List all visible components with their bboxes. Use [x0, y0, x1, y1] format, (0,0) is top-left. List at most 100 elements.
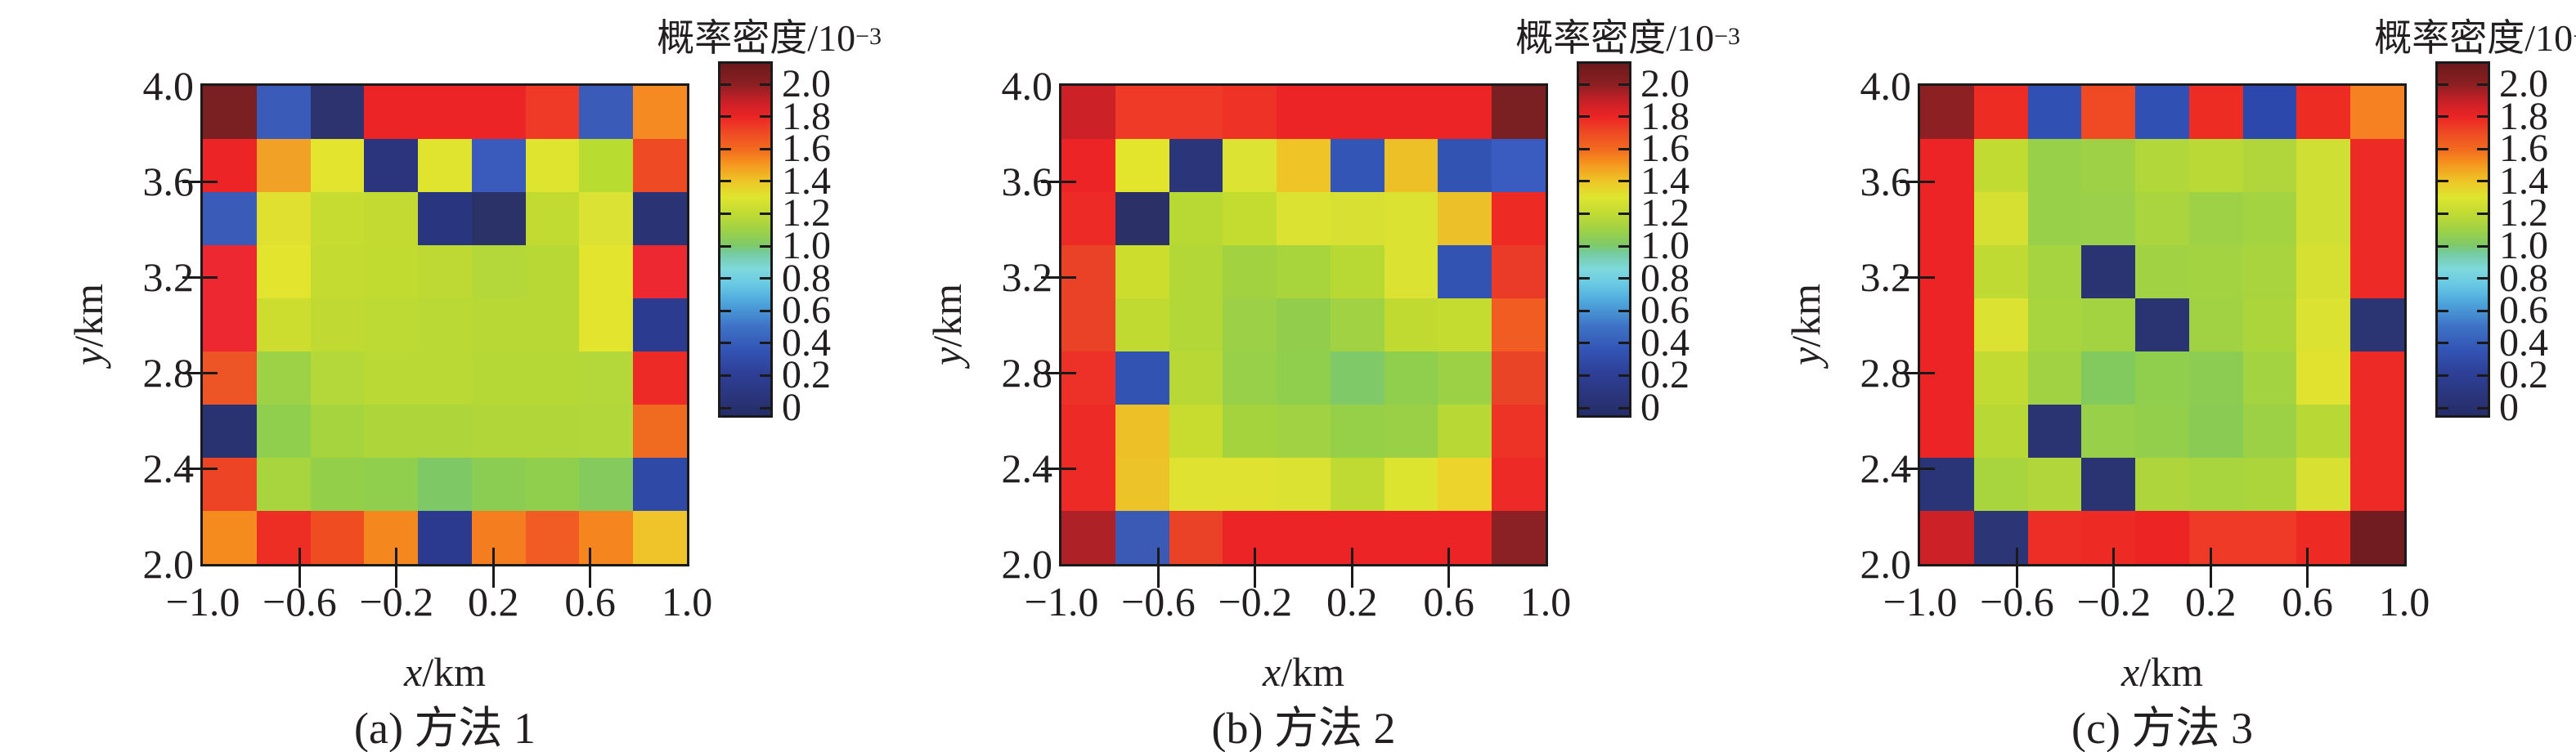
- heatmap-cell: [1492, 511, 1546, 564]
- colorbar-title-text: 概率密度/10: [1515, 17, 1715, 59]
- colorbar-tick-label: 0.8: [2499, 256, 2548, 300]
- colorbar-tick-mark: [2477, 180, 2488, 183]
- y-tick-label: 2.0: [1001, 541, 1053, 587]
- heatmap-cell: [2350, 139, 2404, 192]
- heatmap-cell: [2296, 298, 2351, 351]
- heatmap-cell: [2135, 192, 2189, 245]
- heatmap-cell: [2188, 86, 2243, 139]
- heatmap-cell: [2350, 351, 2404, 405]
- colorbar-tick-mark: [760, 244, 770, 248]
- colorbar-tick-mark: [2477, 406, 2488, 410]
- colorbar-tick-mark: [1618, 180, 1629, 183]
- heatmap-cell: [1223, 86, 1277, 139]
- heatmap-cell: [310, 458, 365, 511]
- heatmap-cell: [1973, 192, 2028, 245]
- y-axis-label: y/km: [1783, 161, 1829, 488]
- heatmap-cell: [1492, 351, 1546, 405]
- colorbar-tick-mark: [1618, 147, 1629, 150]
- heatmap-cell: [1330, 245, 1384, 298]
- heatmap-cell: [2081, 298, 2136, 351]
- heatmap-cell: [1384, 351, 1438, 405]
- heatmap-cell: [1438, 458, 1492, 511]
- colorbar-tick-mark: [760, 277, 770, 280]
- heatmap-cell: [364, 511, 419, 564]
- colorbar-tick-label: 1.4: [1640, 159, 1690, 203]
- heatmap-cell: [1384, 139, 1438, 192]
- heatmap-cell: [1330, 192, 1384, 245]
- heatmap-cell: [1492, 192, 1546, 245]
- colorbar-tick-mark: [760, 180, 770, 183]
- heatmap-cell: [2135, 139, 2189, 192]
- heatmap-cell: [256, 458, 311, 511]
- heatmap-cell: [1277, 245, 1331, 298]
- heatmap-cell: [2135, 458, 2189, 511]
- colorbar-title-exponent: −3: [1714, 23, 1740, 50]
- heatmap-cell: [203, 298, 257, 351]
- x-axis-tick-mark: [1254, 566, 1257, 588]
- colorbar-tick-label: 1.8: [782, 94, 831, 138]
- colorbar-tick-mark: [720, 244, 731, 248]
- heatmap-cell: [1920, 458, 1974, 511]
- colorbar-tick-mark: [1579, 277, 1590, 280]
- heatmap-cell: [203, 458, 257, 511]
- colorbar-tick-mark: [2438, 83, 2448, 86]
- colorbar-title-exponent: −3: [855, 23, 882, 50]
- colorbar-tick-mark: [2438, 115, 2448, 119]
- y-axis-tick-mark: [1920, 180, 1935, 183]
- colorbar-tick-label: 0.2: [782, 353, 831, 397]
- x-axis-tick-mark: [1156, 548, 1160, 564]
- heatmap-cell: [579, 405, 634, 458]
- y-tick-label: 2.4: [1860, 445, 1912, 491]
- colorbar-tick-label: 1.0: [782, 224, 831, 267]
- heatmap-cell: [2242, 298, 2297, 351]
- heatmap-cell: [203, 511, 257, 564]
- heatmap-cell: [418, 351, 472, 405]
- y-tick-label: 4.0: [1001, 63, 1053, 109]
- heatmap-cell: [256, 245, 311, 298]
- heatmap-cell: [1384, 86, 1438, 139]
- panel-caption: (c) 方法 3: [2071, 704, 2253, 752]
- heatmap-grid: [203, 86, 687, 564]
- heatmap-cell: [256, 139, 311, 192]
- heatmap-cell: [203, 351, 257, 405]
- heatmap-cell: [418, 405, 472, 458]
- y-tick-label: 2.0: [1860, 541, 1912, 587]
- heatmap-cell: [1920, 298, 1974, 351]
- heatmap-cell: [1973, 511, 2028, 564]
- heatmap-cell: [2027, 298, 2082, 351]
- heatmap-cell: [1277, 139, 1331, 192]
- heatmap-cell: [1169, 192, 1223, 245]
- colorbar-tick-label: 1.8: [2499, 94, 2548, 138]
- heatmap-cell: [471, 192, 526, 245]
- colorbar-tick-mark: [760, 309, 770, 312]
- colorbar-tick-mark: [2438, 180, 2448, 183]
- heatmap-cell: [1920, 405, 1974, 458]
- heatmap-cell: [2296, 86, 2351, 139]
- heatmap-cell: [633, 139, 687, 192]
- colorbar-tick-mark: [760, 115, 770, 119]
- heatmap-cell: [2242, 351, 2297, 405]
- colorbar-tick-label: 2.0: [2499, 62, 2548, 105]
- heatmap-cell: [633, 86, 687, 139]
- y-tick-label: 3.6: [1860, 159, 1912, 204]
- y-axis-tick-mark: [1900, 371, 1918, 374]
- heatmap-cell: [1973, 86, 2028, 139]
- heatmap-cell: [633, 511, 687, 564]
- y-tick-label: 2.8: [142, 350, 195, 396]
- heatmap-cell: [310, 86, 365, 139]
- heatmap-cell: [2188, 351, 2243, 405]
- heatmap-cell: [1330, 351, 1384, 405]
- heatmap-plot: [1900, 83, 2407, 588]
- heatmap-cell: [2242, 245, 2297, 298]
- x-axis-tick-mark: [1350, 548, 1353, 564]
- heatmap-cell: [1061, 458, 1115, 511]
- heatmap-cell: [2027, 86, 2082, 139]
- colorbar-tick-mark: [720, 115, 731, 119]
- heatmap-cell: [364, 86, 419, 139]
- heatmap-cell: [1169, 139, 1223, 192]
- heatmap-cell: [525, 86, 580, 139]
- heatmap-cell: [525, 139, 580, 192]
- heatmap-cell: [1169, 458, 1223, 511]
- heatmap-cell: [1330, 511, 1384, 564]
- x-axis-tick-mark: [589, 548, 592, 564]
